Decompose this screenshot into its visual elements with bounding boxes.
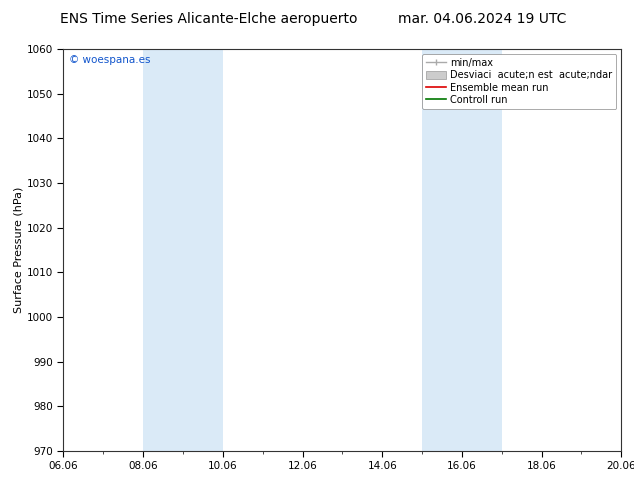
Text: mar. 04.06.2024 19 UTC: mar. 04.06.2024 19 UTC	[398, 12, 566, 26]
Legend: min/max, Desviaci  acute;n est  acute;ndar, Ensemble mean run, Controll run: min/max, Desviaci acute;n est acute;ndar…	[422, 54, 616, 109]
Text: © woespana.es: © woespana.es	[69, 55, 150, 65]
Bar	[422, 49, 501, 451]
Y-axis label: Surface Pressure (hPa): Surface Pressure (hPa)	[14, 187, 24, 313]
Text: ENS Time Series Alicante-Elche aeropuerto: ENS Time Series Alicante-Elche aeropuert…	[60, 12, 358, 26]
Bar	[143, 49, 223, 451]
